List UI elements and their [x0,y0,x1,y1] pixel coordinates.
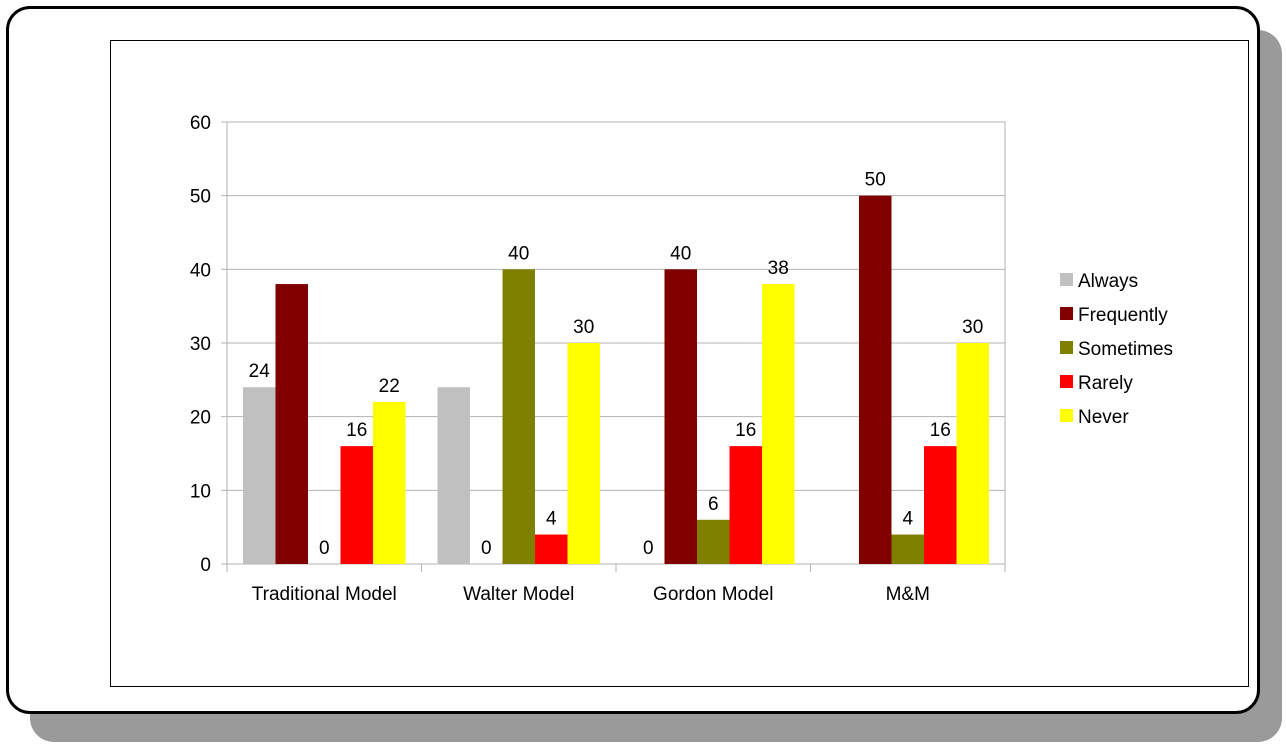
bar [373,401,406,564]
bar [437,387,470,564]
legend-label: Never [1078,407,1129,428]
data-label: 16 [735,420,756,441]
bar [697,519,730,564]
bar [275,284,308,564]
bar [567,343,600,564]
y-tick-label: 0 [200,555,211,576]
legend-label: Sometimes [1078,339,1173,360]
data-label: 22 [379,376,400,397]
data-label: 50 [865,170,886,191]
bar [891,534,924,564]
y-tick-label: 10 [190,481,211,502]
y-tick-label: 40 [190,260,211,281]
bar [535,534,568,564]
bar [243,387,276,564]
x-tick-label: Gordon Model [653,584,773,605]
data-label: 6 [708,494,719,515]
data-label: 4 [546,509,557,530]
data-label: 40 [670,243,691,264]
legend-swatch [1060,375,1073,388]
legend-label: Always [1078,271,1138,292]
legend-label: Rarely [1078,373,1133,394]
bar [502,269,535,564]
bar [729,446,762,564]
data-label: 0 [643,538,654,559]
legend-swatch [1060,307,1073,320]
x-tick-label: M&M [886,584,930,605]
y-tick-label: 50 [190,187,211,208]
y-tick-label: 30 [190,334,211,355]
x-tick-label: Walter Model [463,584,574,605]
data-label: 38 [768,258,789,279]
data-label: 0 [319,538,330,559]
bar [664,269,697,564]
legend-swatch [1060,273,1073,286]
data-label: 30 [962,317,983,338]
bar [340,446,373,564]
bar [859,195,892,564]
data-label: 16 [346,420,367,441]
data-label: 0 [481,538,492,559]
legend-label: Frequently [1078,305,1168,326]
data-label: 4 [902,509,913,530]
y-tick-label: 20 [190,408,211,429]
bar [762,284,795,564]
legend-swatch [1060,341,1073,354]
bar [956,343,989,564]
bar [924,446,957,564]
data-label: 40 [508,243,529,264]
x-tick-label: Traditional Model [252,584,397,605]
data-label: 24 [249,361,271,382]
data-label: 30 [573,317,594,338]
legend-swatch [1060,409,1073,422]
y-tick-label: 60 [190,113,211,134]
data-label: 16 [930,420,951,441]
